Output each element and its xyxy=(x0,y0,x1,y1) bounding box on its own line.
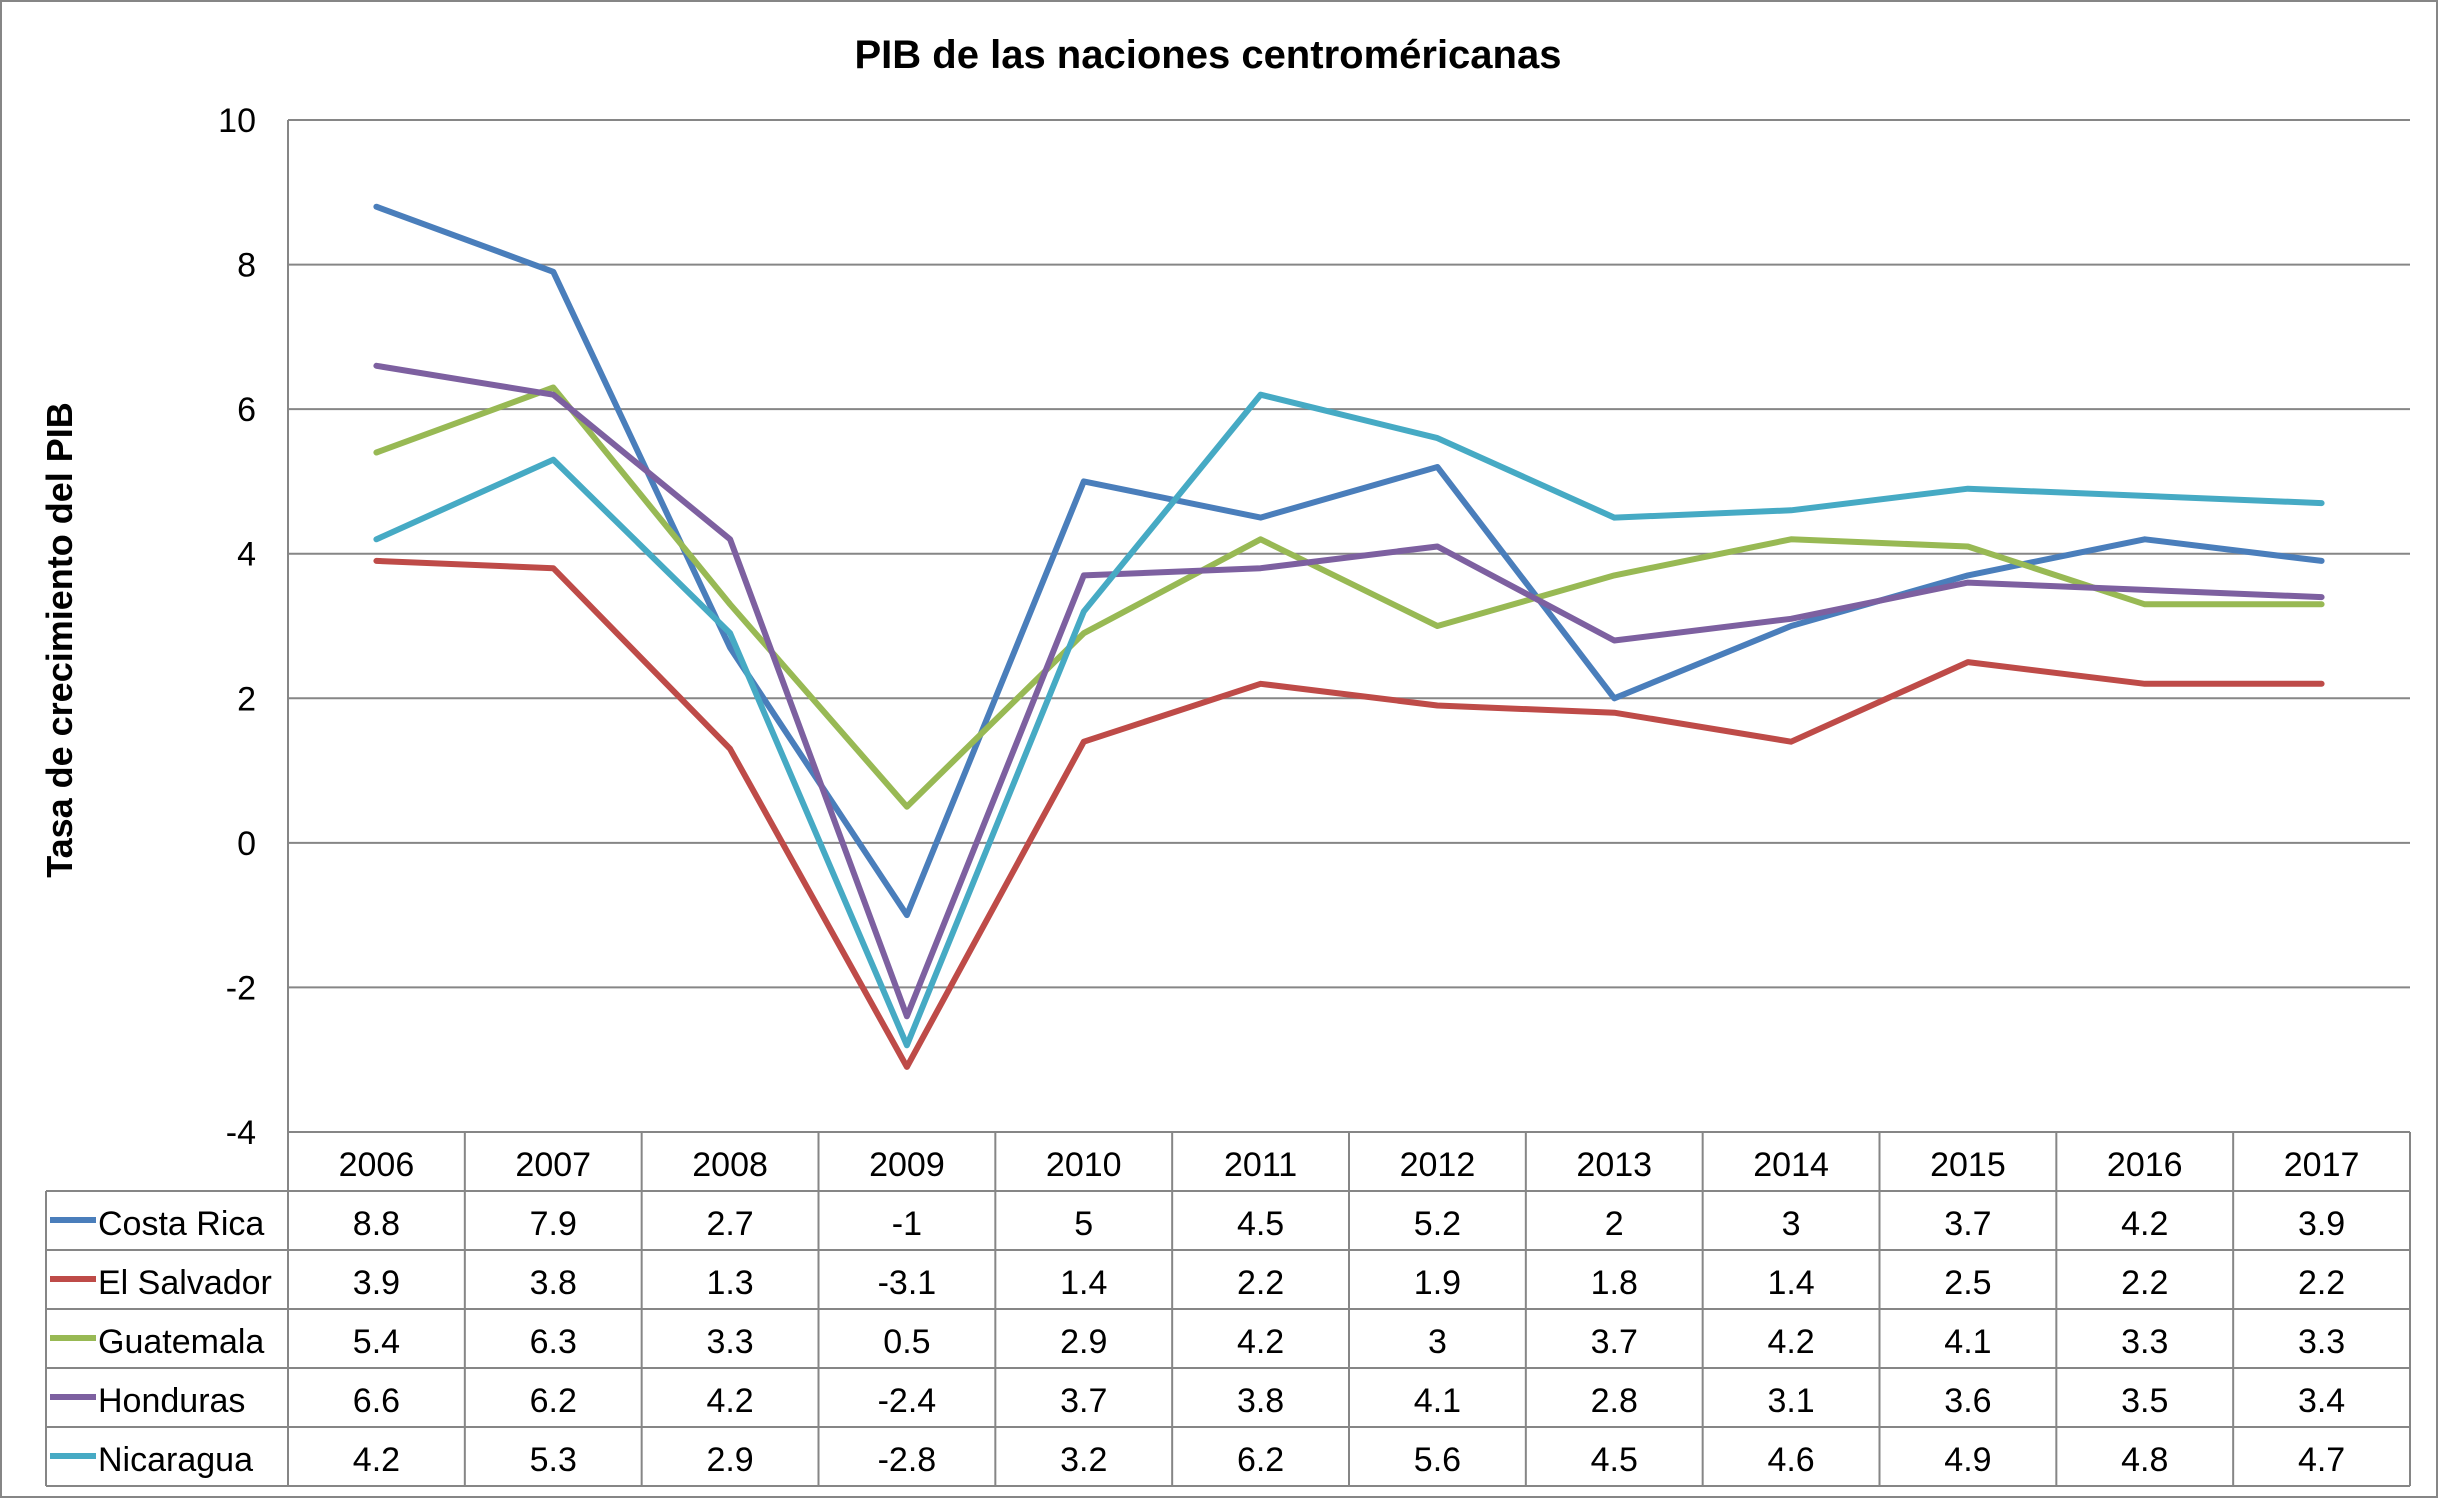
series-line xyxy=(373,384,2325,810)
data-label: 4.2 xyxy=(1767,1323,1814,1361)
y-tick-label: 4 xyxy=(237,536,256,574)
x-tick-label: 2006 xyxy=(339,1146,415,1184)
data-label: 1.9 xyxy=(1414,1264,1461,1302)
x-tick-label: 2012 xyxy=(1400,1146,1476,1184)
data-label: 4.2 xyxy=(2121,1205,2168,1243)
data-label: 6.2 xyxy=(1237,1441,1284,1479)
legend-label: El Salvador xyxy=(98,1264,272,1302)
data-label: 3.7 xyxy=(1060,1382,1107,1420)
data-label: 4.5 xyxy=(1591,1441,1638,1479)
data-label: 2.2 xyxy=(2121,1264,2168,1302)
data-label: 4.2 xyxy=(353,1441,400,1479)
data-label: 3.3 xyxy=(2298,1323,2345,1361)
y-tick-label: 10 xyxy=(218,102,256,140)
data-label: 3.9 xyxy=(2298,1205,2345,1243)
series-line xyxy=(373,557,2325,1070)
data-label: 1.4 xyxy=(1767,1264,1814,1302)
gridlines xyxy=(287,119,2410,1132)
data-label: 5 xyxy=(1074,1205,1093,1243)
data-label: 4.9 xyxy=(1944,1441,1991,1479)
x-tick-label: 2014 xyxy=(1753,1146,1829,1184)
chart-title: PIB de las naciones centroméricanas xyxy=(855,33,1562,77)
data-label: 2.7 xyxy=(706,1205,753,1243)
series-line xyxy=(373,391,2325,1049)
series-line xyxy=(373,203,2325,919)
data-label: 5.4 xyxy=(353,1323,400,1361)
data-label: 5.3 xyxy=(530,1441,577,1479)
data-label: -1 xyxy=(892,1205,922,1243)
data-label: 2.2 xyxy=(2298,1264,2345,1302)
data-label: 2.9 xyxy=(706,1441,753,1479)
data-label: 0.5 xyxy=(883,1323,930,1361)
data-label: -3.1 xyxy=(878,1264,937,1302)
data-label: 4.6 xyxy=(1767,1441,1814,1479)
data-label: 4.8 xyxy=(2121,1441,2168,1479)
data-label: 5.6 xyxy=(1414,1441,1461,1479)
x-tick-label: 2016 xyxy=(2107,1146,2183,1184)
data-table: 2006 2007 2008 2009 2010 2011 2012 2013 2014 2015… xyxy=(45,1131,2411,1487)
data-label: 3.3 xyxy=(706,1323,753,1361)
y-tick-label: 8 xyxy=(237,247,256,285)
x-tick-label: 2017 xyxy=(2284,1146,2360,1184)
y-tick-label: -4 xyxy=(226,1114,256,1152)
y-axis-label: Tasa de crecimiento del PIB xyxy=(39,402,80,878)
data-label: 3.1 xyxy=(1767,1382,1814,1420)
y-tick-label: 6 xyxy=(237,391,256,429)
data-label: 3.5 xyxy=(2121,1382,2168,1420)
data-label: 3.4 xyxy=(2298,1382,2345,1420)
data-label: 5.2 xyxy=(1414,1205,1461,1243)
data-label: 2.2 xyxy=(1237,1264,1284,1302)
y-tick-label: -2 xyxy=(226,969,256,1007)
data-label: 6.3 xyxy=(530,1323,577,1361)
x-tick-label: 2008 xyxy=(692,1146,768,1184)
x-tick-label: 2009 xyxy=(869,1146,945,1184)
data-label: 3 xyxy=(1782,1205,1801,1243)
x-tick-label: 2011 xyxy=(1224,1146,1297,1184)
y-tick-label: 2 xyxy=(237,680,256,718)
data-label: 3.8 xyxy=(1237,1382,1284,1420)
data-label: 7.9 xyxy=(530,1205,577,1243)
data-label: 4.5 xyxy=(1237,1205,1284,1243)
x-tick-label: 2015 xyxy=(1930,1146,2006,1184)
data-label: 1.8 xyxy=(1591,1264,1638,1302)
data-label: 4.7 xyxy=(2298,1441,2345,1479)
y-tick-label: 0 xyxy=(237,825,256,863)
data-label: 3 xyxy=(1428,1323,1447,1361)
data-label: 3.3 xyxy=(2121,1323,2168,1361)
data-label: 2.5 xyxy=(1944,1264,1991,1302)
data-label: 3.7 xyxy=(1944,1205,1991,1243)
x-tick-label: 2013 xyxy=(1576,1146,1652,1184)
data-label: 3.2 xyxy=(1060,1441,1107,1479)
data-label: 2 xyxy=(1605,1205,1624,1243)
data-label: -2.8 xyxy=(878,1441,937,1479)
legend-label: Nicaragua xyxy=(98,1441,253,1479)
data-label: 2.9 xyxy=(1060,1323,1107,1361)
x-tick-label: 2010 xyxy=(1046,1146,1122,1184)
data-label: 3.7 xyxy=(1591,1323,1638,1361)
data-label: 6.2 xyxy=(530,1382,577,1420)
data-label: -2.4 xyxy=(878,1382,937,1420)
x-tick-label: 2007 xyxy=(515,1146,591,1184)
data-label: 4.2 xyxy=(1237,1323,1284,1361)
data-label: 3.8 xyxy=(530,1264,577,1302)
data-label: 3.6 xyxy=(1944,1382,1991,1420)
data-label: 4.1 xyxy=(1944,1323,1991,1361)
y-axis-ticks: 10 8 6 4 2 0 -2 -4 xyxy=(218,102,256,1152)
data-label: 3.9 xyxy=(353,1264,400,1302)
data-label: 1.3 xyxy=(706,1264,753,1302)
series-line xyxy=(373,362,2325,1020)
legend-label: Honduras xyxy=(98,1382,245,1420)
data-label: 8.8 xyxy=(353,1205,400,1243)
data-label: 1.4 xyxy=(1060,1264,1107,1302)
legend-label: Costa Rica xyxy=(98,1205,264,1243)
data-label: 6.6 xyxy=(353,1382,400,1420)
legend-label: Guatemala xyxy=(98,1323,264,1361)
series-lines xyxy=(373,203,2325,1070)
data-label: 2.8 xyxy=(1591,1382,1638,1420)
data-label: 4.2 xyxy=(706,1382,753,1420)
data-label: 4.1 xyxy=(1414,1382,1461,1420)
